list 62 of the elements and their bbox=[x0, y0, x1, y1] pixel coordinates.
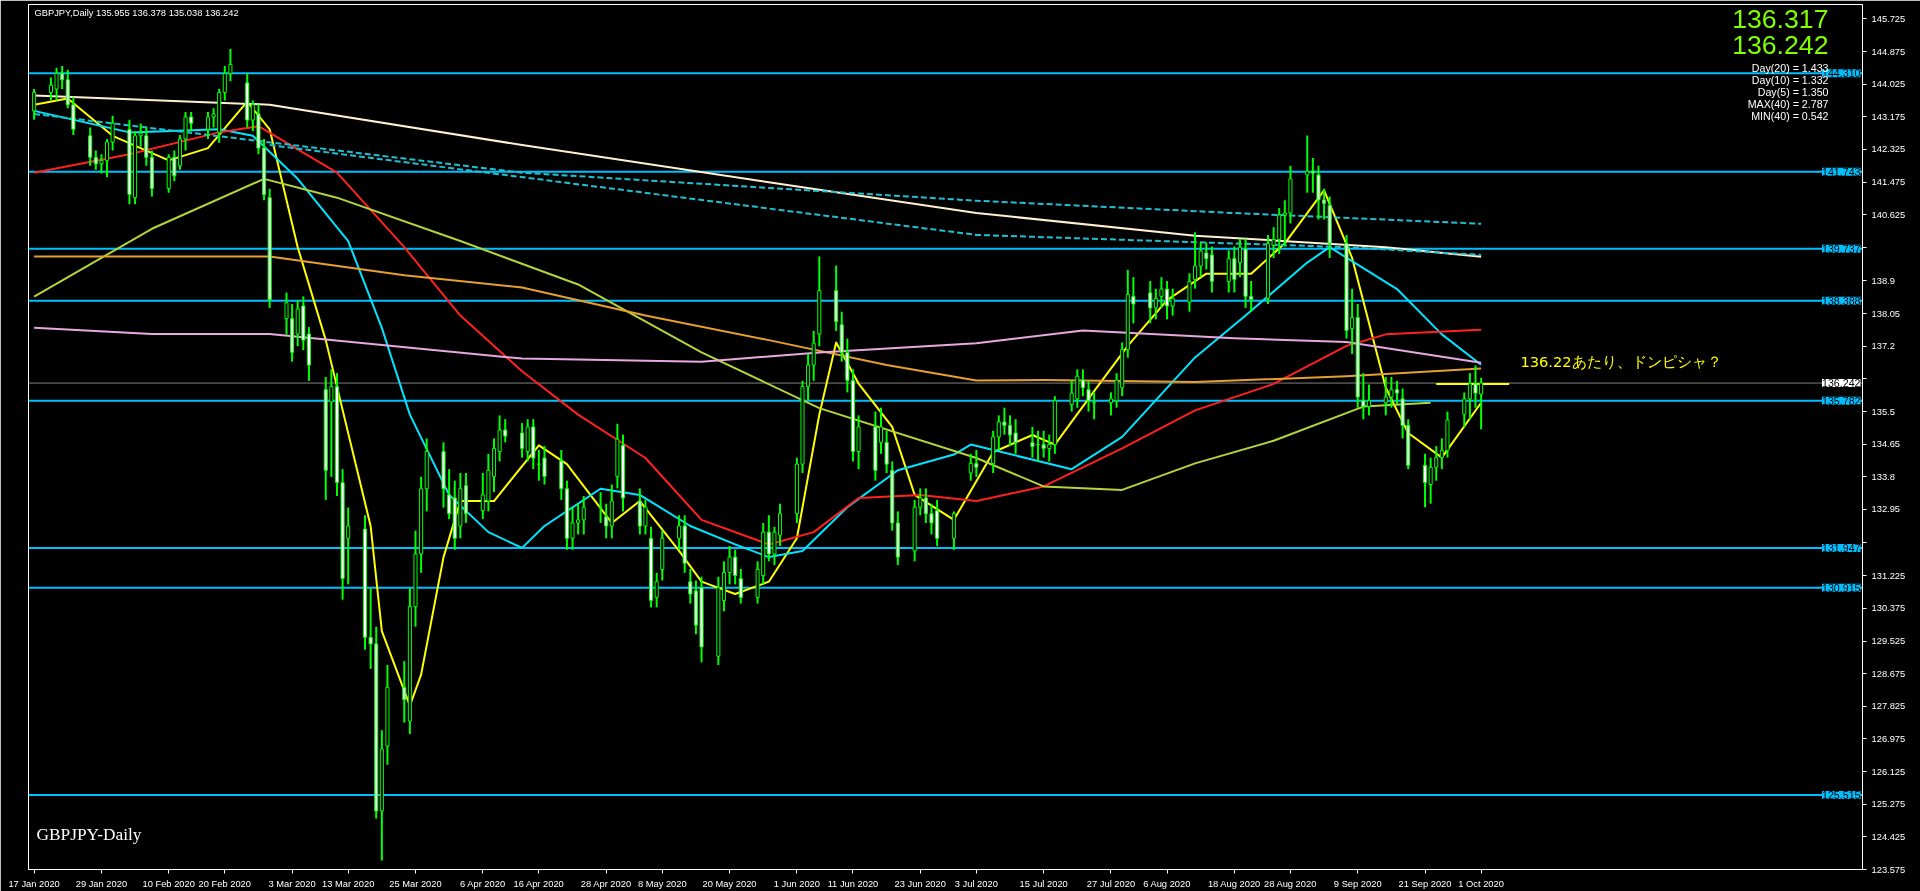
y-tick-label: 124.425 bbox=[1871, 831, 1906, 842]
ref-line-label: 139.737 bbox=[1821, 242, 1861, 255]
x-tick-label: 6 Aug 2020 bbox=[1143, 878, 1191, 889]
x-tick-label: 21 Sep 2020 bbox=[1398, 878, 1452, 889]
annotation: 136.22あたり、ドンピシャ？ bbox=[1520, 352, 1722, 370]
x-tick-label: 28 Aug 2020 bbox=[1263, 878, 1317, 889]
x-tick-label: 8 May 2020 bbox=[637, 878, 687, 889]
ref-line-label: 130.915 bbox=[1821, 581, 1861, 594]
x-tick-label: 6 Apr 2020 bbox=[459, 878, 506, 889]
x-tick-label: 18 Aug 2020 bbox=[1207, 878, 1261, 889]
y-tick-label: 135.5 bbox=[1871, 406, 1895, 417]
ref-line-label: 125.515 bbox=[1821, 789, 1861, 801]
x-tick-label: 1 Jun 2020 bbox=[773, 878, 820, 889]
ref-line-label: 138.388 bbox=[1821, 294, 1861, 307]
x-tick-label: 20 Feb 2020 bbox=[198, 878, 251, 889]
y-tick-label: 123.575 bbox=[1871, 864, 1906, 875]
y-tick-label: 129.525 bbox=[1871, 636, 1906, 647]
x-tick-label: 13 Mar 2020 bbox=[322, 878, 375, 889]
y-tick-label: 145.725 bbox=[1871, 13, 1906, 24]
y-tick-label: 138.9 bbox=[1871, 275, 1895, 286]
y-tick-label: 130.375 bbox=[1871, 603, 1906, 614]
x-tick-label: 9 Sep 2020 bbox=[1333, 878, 1382, 889]
y-tick-label: 142.325 bbox=[1871, 144, 1906, 155]
annotation: MAX(40) = 2.787 bbox=[1747, 97, 1829, 110]
y-tick-label: 125.275 bbox=[1871, 799, 1906, 810]
y-tick-label: 132.95 bbox=[1871, 504, 1901, 515]
ref-line-label: 141.743 bbox=[1821, 165, 1861, 178]
x-tick-label: 27 Jul 2020 bbox=[1086, 878, 1136, 889]
y-tick-label: 144.025 bbox=[1871, 79, 1906, 90]
x-tick-label: 11 Jun 2020 bbox=[827, 878, 879, 889]
x-tick-label: 1 Oct 2020 bbox=[1458, 878, 1504, 889]
y-tick-label: 131.225 bbox=[1871, 570, 1906, 581]
y-tick-label: 143.175 bbox=[1871, 111, 1906, 122]
y-tick-label: 126.975 bbox=[1871, 733, 1906, 744]
y-tick-label: 138.05 bbox=[1871, 308, 1901, 319]
y-tick-label: 134.65 bbox=[1871, 439, 1901, 450]
chart-title: GBPJPY,Daily 135.955 136.378 135.038 136.242 bbox=[34, 7, 239, 18]
y-tick-label: 137.2 bbox=[1871, 341, 1895, 352]
x-tick-label: 17 Jan 2020 bbox=[8, 878, 60, 889]
ref-line-label: 131.947 bbox=[1821, 542, 1861, 554]
x-tick-label: 25 Mar 2020 bbox=[389, 878, 442, 889]
x-tick-label: 28 Apr 2020 bbox=[580, 878, 632, 889]
annotation: Day(5) = 1.350 bbox=[1757, 85, 1829, 98]
annotation: MIN(40) = 0.542 bbox=[1751, 109, 1829, 122]
x-tick-label: 23 Jun 2020 bbox=[894, 878, 946, 889]
x-tick-label: 29 Jan 2020 bbox=[75, 878, 128, 889]
x-tick-label: 20 May 2020 bbox=[702, 878, 757, 889]
ref-line-label: 136.242 bbox=[1821, 377, 1861, 390]
y-tick-label: 128.675 bbox=[1871, 668, 1906, 679]
x-tick-label: 3 Jul 2020 bbox=[954, 878, 998, 889]
x-tick-label: 15 Jul 2020 bbox=[1019, 878, 1068, 889]
annotation: GBPJPY-Daily bbox=[36, 824, 142, 844]
y-tick-label: 133.8 bbox=[1871, 471, 1895, 482]
y-tick-label: 140.625 bbox=[1871, 209, 1906, 220]
x-tick-label: 3 Mar 2020 bbox=[268, 878, 316, 889]
y-tick-label: 144.875 bbox=[1871, 46, 1906, 57]
x-tick-label: 10 Feb 2020 bbox=[142, 878, 195, 889]
y-tick-label: 126.125 bbox=[1871, 766, 1906, 777]
x-tick-label: 16 Apr 2020 bbox=[513, 878, 564, 889]
y-tick-label: 127.825 bbox=[1871, 701, 1906, 712]
ref-line-label: 135.782 bbox=[1821, 394, 1861, 407]
y-tick-label: 141.475 bbox=[1871, 177, 1906, 188]
